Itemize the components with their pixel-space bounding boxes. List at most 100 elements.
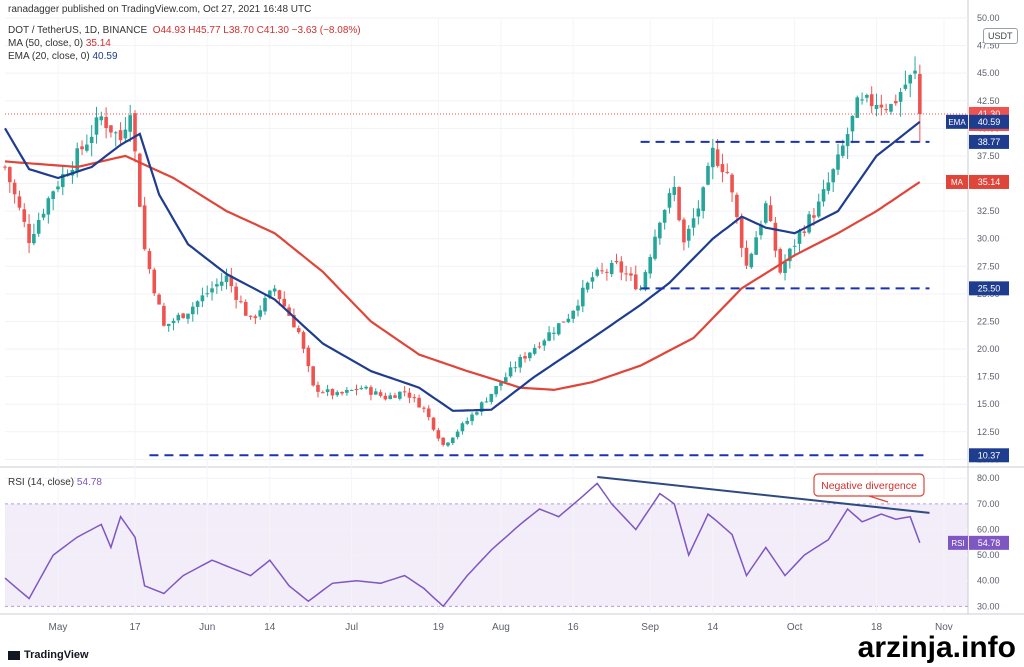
candle-body: [12, 182, 17, 195]
candle: [171, 318, 176, 331]
candle-body: [388, 395, 392, 400]
candle-body: [181, 313, 185, 319]
level-price-label: 38.77: [978, 137, 1001, 147]
level-price-tag: [969, 281, 1009, 296]
candle: [12, 179, 17, 204]
candle: [653, 229, 657, 261]
rsi-tick-label: 50.00: [977, 550, 1000, 560]
candle: [450, 437, 455, 445]
price-tick-label: 47.50: [977, 41, 1000, 51]
rsi-value-tag: [969, 535, 1009, 550]
price-tick-label: 27.50: [977, 261, 1000, 271]
candle-body: [248, 315, 253, 317]
candle-body: [744, 247, 749, 266]
candle: [763, 200, 768, 225]
candle-body: [41, 213, 46, 218]
candle-body: [422, 407, 426, 409]
candle-body: [359, 388, 364, 390]
candle: [624, 265, 628, 282]
candle-body: [672, 186, 677, 195]
rsi-line: [4, 482, 921, 608]
ma-legend[interactable]: MA (50, close, 0) 35.14: [8, 38, 111, 49]
candle-body: [556, 323, 561, 335]
candle: [677, 186, 681, 222]
candle: [893, 94, 898, 106]
candle: [426, 405, 431, 421]
candle-body: [513, 367, 518, 369]
candle: [157, 293, 161, 305]
candle-body: [56, 186, 60, 190]
candle: [711, 139, 715, 180]
candle-body: [364, 386, 368, 389]
candle: [503, 372, 508, 383]
ema-label: EMA (20, close, 0): [8, 51, 90, 62]
candle-body: [412, 397, 417, 399]
candle-body: [383, 395, 388, 400]
candle: [239, 295, 243, 304]
candle-body: [325, 389, 330, 393]
candle-body: [85, 144, 89, 151]
candle: [542, 338, 547, 351]
candle: [865, 93, 869, 103]
candle: [508, 361, 513, 378]
candle: [831, 167, 835, 193]
candle: [210, 281, 214, 301]
candle: [739, 213, 744, 258]
candle-body: [450, 437, 455, 444]
candle: [109, 125, 113, 138]
candle-body: [22, 209, 27, 222]
candle-body: [918, 73, 922, 114]
candle: [581, 280, 585, 313]
candle-body: [532, 347, 537, 354]
level-price-tag: [969, 134, 1009, 149]
candle-body: [503, 377, 508, 383]
candle-body: [686, 228, 691, 241]
candle: [566, 313, 571, 324]
candle: [595, 267, 600, 278]
candle: [874, 93, 879, 117]
candle-body: [783, 262, 787, 274]
candle-body: [754, 237, 758, 255]
candle-body: [402, 391, 407, 393]
candle: [113, 131, 118, 147]
candle: [335, 390, 340, 398]
time-tick-label: 18: [871, 622, 883, 633]
candle-body: [821, 189, 826, 202]
candle-body: [585, 282, 590, 290]
candle: [879, 94, 884, 116]
candle-body: [436, 430, 441, 439]
candle-body: [292, 315, 296, 328]
candle-body: [210, 288, 214, 293]
candle: [455, 429, 460, 440]
candle: [388, 392, 392, 400]
candle: [27, 214, 31, 254]
ma-label: MA (50, close, 0): [8, 38, 84, 49]
rsi-legend[interactable]: RSI (14, close) 54.78: [8, 477, 102, 488]
ma50-line: [4, 154, 921, 392]
currency-button[interactable]: USDT: [983, 28, 1018, 44]
candle: [311, 365, 315, 387]
candle-body: [528, 352, 532, 359]
candle-body: [812, 215, 816, 218]
candle: [272, 284, 277, 297]
time-tick-label: Jun: [199, 622, 215, 633]
candle-body: [739, 217, 744, 248]
candle: [889, 103, 893, 115]
candle: [518, 354, 523, 373]
candle: [402, 385, 407, 397]
candle: [393, 392, 397, 398]
candle: [658, 221, 662, 245]
candle: [441, 437, 445, 447]
ema-legend[interactable]: EMA (20, close, 0) 40.59: [8, 51, 118, 62]
candle-body: [711, 147, 715, 168]
price-tick-label: 17.50: [977, 372, 1000, 382]
candle: [60, 164, 65, 196]
candle-body: [152, 269, 157, 294]
candle: [118, 122, 123, 147]
price-tick-label: 45.00: [977, 68, 1000, 78]
candle: [383, 392, 388, 401]
candle: [903, 70, 908, 91]
candle: [783, 254, 787, 281]
price-tick-label: 32.50: [977, 206, 1000, 216]
candle-body: [195, 301, 200, 307]
